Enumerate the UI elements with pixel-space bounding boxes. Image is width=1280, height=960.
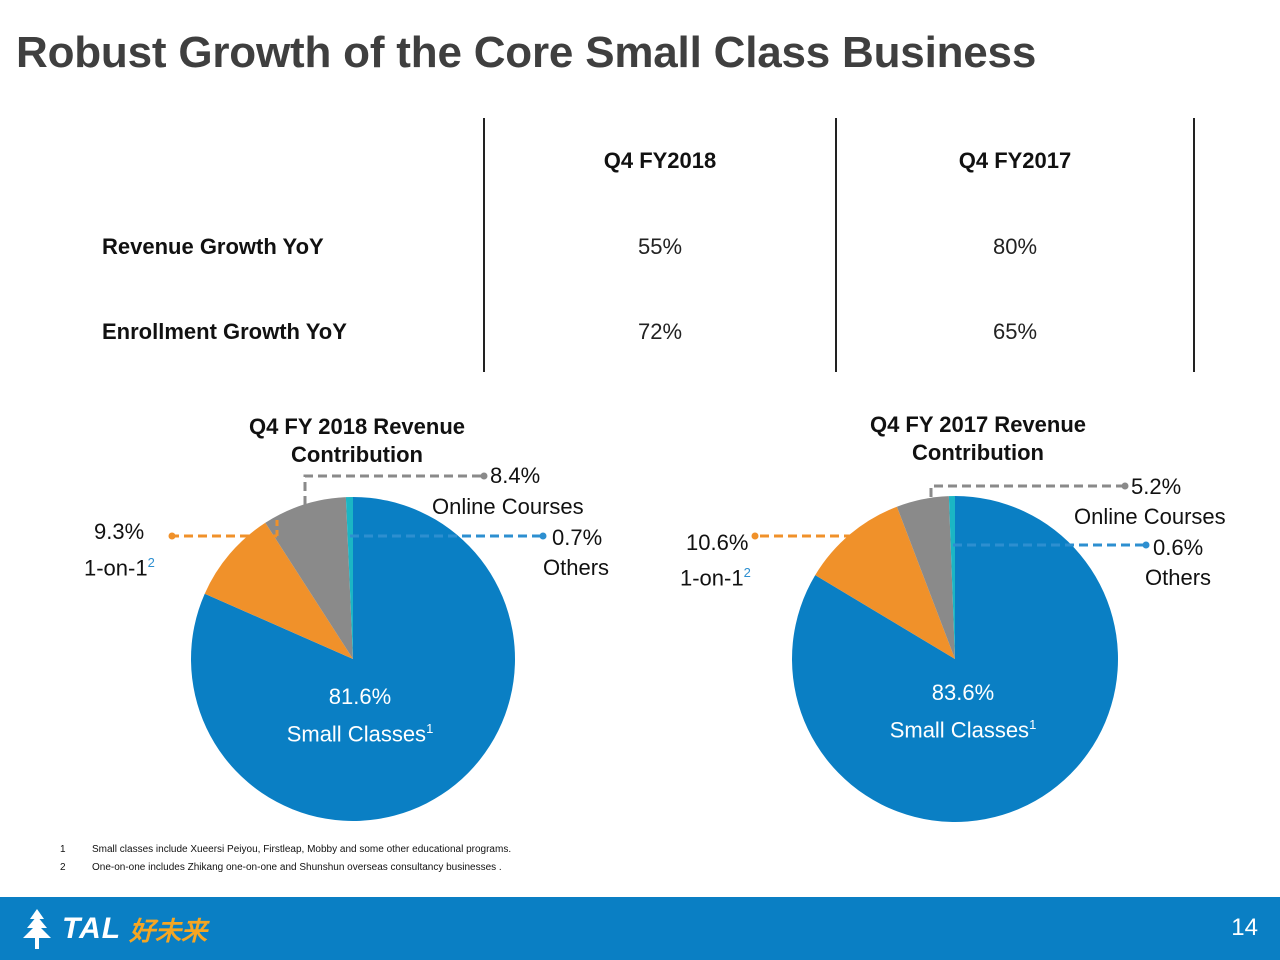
pie-title-2017-line1: Q4 FY 2017 Revenue (869, 412, 1087, 437)
tree-icon (23, 909, 51, 949)
footnote-2-number: 2 (60, 862, 66, 873)
label-2017-small-sup: 1 (1029, 717, 1037, 732)
label-2018-1on1-sup: 2 (147, 555, 155, 570)
leader-2018-1on1-dot (168, 532, 176, 540)
leader-2017-others-dot (1142, 541, 1150, 549)
page-number: 14 (1231, 914, 1258, 941)
logo-chinese-text: 好未来 (129, 915, 208, 946)
row-label-enrollment-growth: Enrollment Growth YoY (102, 319, 347, 344)
column-header-q4-fy2017: Q4 FY2017 (958, 148, 1072, 173)
leader-2018-others-dot (539, 532, 547, 540)
leader-2017-online-courses (929, 484, 1125, 497)
cell-revenue-2018: 55% (637, 234, 683, 259)
pie-slice-2017-1-on-1 (815, 506, 955, 659)
label-2018-others-name: Others (543, 555, 610, 580)
label-2018-small-value: 81.6% (328, 684, 392, 709)
table-divider (483, 118, 485, 372)
leader-2018-online-courses-dot (480, 472, 488, 480)
leader-2017-online-courses-dot (1121, 482, 1129, 490)
label-2017-1on1-sup: 2 (743, 565, 751, 580)
cell-enrollment-2017: 65% (992, 319, 1038, 344)
pie-title-2018: Q4 FY 2018 Revenue Contribution (207, 413, 507, 469)
label-2017-others-name: Others (1145, 565, 1212, 590)
column-header-q4-fy2018: Q4 FY2018 (603, 148, 717, 173)
footer-bar (0, 897, 1280, 960)
label-2017-small-value: 83.6% (931, 680, 995, 705)
label-2018-small-text: Small Classes (286, 721, 427, 747)
pie-title-2018-line1: Q4 FY 2018 Revenue (248, 414, 466, 439)
label-2017-online-name: Online Courses (1074, 504, 1226, 529)
pie-slice-2017-online-courses (896, 496, 955, 659)
cell-enrollment-2018: 72% (637, 319, 683, 344)
label-2017-online-value: 5.2% (1131, 474, 1182, 499)
table-divider (835, 118, 837, 372)
page-title: Robust Growth of the Core Small Class Bu… (16, 28, 1037, 77)
footnote-2-text: One-on-one includes Zhikang one-on-one a… (92, 862, 502, 873)
pie-title-2018-line2: Contribution (291, 442, 423, 467)
label-2018-1on1-text: 1-on-1 (84, 555, 148, 581)
footnote-1: 1 Small classes include Xueersi Peiyou, F… (60, 844, 511, 855)
pie-title-2017-line2: Contribution (912, 440, 1044, 465)
table-divider (1193, 118, 1195, 372)
label-2018-online-value: 8.4% (490, 463, 541, 488)
pie-slice-2018-small-classes (191, 497, 515, 822)
tal-logo: TAL 好未来 (20, 907, 207, 951)
label-2018-others-value: 0.7% (552, 525, 603, 550)
label-2017-1on1-value: 10.6% (686, 530, 749, 555)
label-2017-small-text: Small Classes (889, 717, 1030, 743)
pie-slice-2018-1-on-1 (204, 522, 353, 659)
pie-title-2017: Q4 FY 2017 Revenue Contribution (828, 411, 1128, 467)
label-2018-1on1-value: 9.3% (94, 519, 145, 544)
label-2017-1on1-text: 1-on-1 (680, 565, 744, 591)
pie-charts (168, 472, 1150, 822)
leader-2017-1on1-dot (751, 532, 759, 540)
label-2018-1on1-name: 1-on-12 (84, 548, 155, 583)
label-2017-others-value: 0.6% (1153, 535, 1204, 560)
footnote-1-number: 1 (60, 844, 66, 855)
pie-slice-2017-others (948, 496, 955, 659)
label-2018-online-name: Online Courses (432, 494, 584, 519)
label-2018-small-classes: 81.6% Small Classes1 (230, 681, 490, 750)
logo-text: TAL (62, 912, 122, 945)
label-2018-small-name: Small Classes1 (230, 713, 490, 750)
footnote-2: 2 One-on-one includes Zhikang one-on-one … (60, 862, 502, 873)
label-2017-small-classes: 83.6% Small Classes1 (833, 677, 1093, 746)
leader-2018-online-courses (303, 474, 484, 505)
cell-revenue-2017: 80% (992, 234, 1038, 259)
label-2018-small-sup: 1 (426, 721, 434, 736)
label-2017-small-name: Small Classes1 (833, 709, 1093, 746)
footnote-1-text: Small classes include Xueersi Peiyou, Fi… (92, 844, 512, 855)
label-2017-1on1-name: 1-on-12 (680, 558, 751, 593)
pie-slice-2018-online-courses (265, 497, 353, 659)
row-label-revenue-growth: Revenue Growth YoY (102, 234, 324, 259)
